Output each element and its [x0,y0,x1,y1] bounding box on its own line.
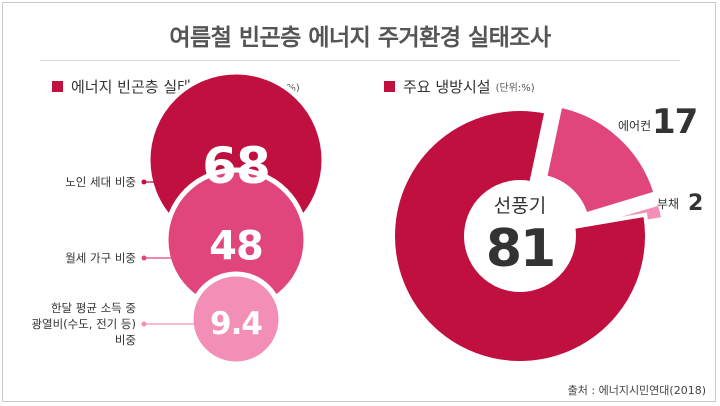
bubble-value-1: 68 [202,137,270,195]
leader-dot-2 [141,255,147,261]
bubble-label-3-line-2: 광열비(수도, 전기 등) [31,317,136,331]
pie-slice-2 [542,103,659,217]
source-note: 출처 : 에너지시민연대(2018) [567,384,706,397]
right-section-heading: 주요 냉방시설 (단위:%) [384,76,535,97]
chart-title: 여름철 빈곤층 에너지 주거환경 실태조사 [169,25,551,51]
bubble-value-3: 9.4 [210,306,262,342]
bubble-label-3-line-1: 한달 평균 소득 중 [51,301,136,315]
leader-dot-1 [141,179,147,185]
bubble-label-1-line-1: 노인 세대 비중 [65,175,136,189]
pie-slice-1 [391,107,649,365]
left-heading-square-icon [52,81,63,92]
pie-outside-label-2: 에어컨 [618,119,651,133]
pie-outside-label-3: 부채 [657,197,679,211]
right-heading-text: 주요 냉방시설 [403,78,491,96]
pie-center-label: 선풍기 [494,195,546,217]
bubble-3 [188,271,284,367]
bubble-label-3-line-3: 비중 [115,333,136,347]
leader-dot-3 [141,321,147,327]
pie-center-value: 81 [486,219,554,279]
right-heading-square-icon [384,81,395,92]
bubble-label-2-line-1: 월세 가구 비중 [65,251,136,265]
title-divider [40,60,680,61]
bubble-value-2: 48 [209,223,263,269]
pie-outside-value-3: 2 [688,191,702,216]
right-heading-unit: (단위:%) [495,83,535,94]
pie-outside-value-2: 17 [652,102,697,142]
